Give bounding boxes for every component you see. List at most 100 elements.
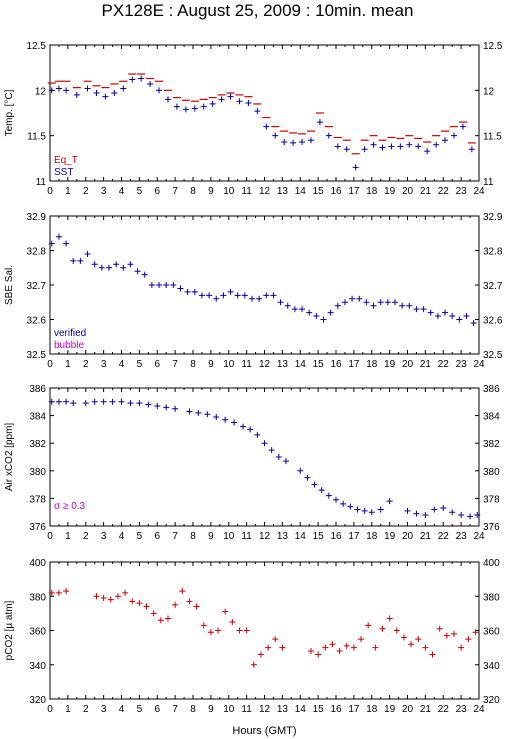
panel-4-frame — [49, 561, 480, 700]
y-axis-label: Temp. [°C] — [4, 89, 15, 136]
data-point — [334, 143, 341, 150]
data-point — [118, 398, 125, 405]
x-tick-label: 14 — [295, 531, 307, 542]
data-point — [450, 630, 457, 637]
data-point — [384, 299, 391, 306]
y-tick-label-right: 360 — [483, 627, 500, 638]
y-tick-label-right: 32.6 — [483, 316, 503, 327]
x-tick-label: 6 — [154, 359, 160, 370]
data-point — [243, 627, 250, 634]
x-tick-label: 23 — [456, 704, 468, 715]
data-point — [234, 292, 241, 299]
x-tick-label: 22 — [438, 531, 450, 542]
data-point — [93, 593, 100, 600]
data-point — [91, 261, 98, 268]
data-point — [84, 250, 91, 257]
data-point — [341, 299, 348, 306]
data-point — [156, 87, 163, 94]
x-tick-label: 7 — [172, 186, 178, 197]
x-tick-label: 16 — [330, 531, 342, 542]
legend-entry: verified — [54, 328, 86, 339]
x-tick-label: 4 — [119, 704, 125, 715]
x-tick-label: 20 — [402, 531, 414, 542]
y-tick-label-right: 32.9 — [483, 212, 503, 223]
y-tick-label-left: 32.7 — [27, 281, 47, 292]
data-point — [327, 309, 334, 316]
y-tick-label-right: 320 — [483, 695, 500, 706]
x-tick-label: 23 — [456, 186, 468, 197]
data-point — [156, 282, 163, 288]
x-tick-label: 17 — [348, 531, 360, 542]
data-point — [334, 302, 341, 309]
x-tick-label: 11 — [241, 531, 252, 542]
x-tick-label: 0 — [47, 704, 53, 715]
y-tick-label-right: 380 — [483, 467, 500, 478]
data-point — [268, 447, 275, 454]
data-point — [84, 85, 91, 92]
data-point — [424, 148, 431, 155]
y-tick-label-right: 32.8 — [483, 247, 503, 258]
data-point — [240, 423, 247, 430]
data-point — [129, 598, 136, 605]
data-point — [340, 500, 347, 507]
data-point — [275, 454, 282, 460]
data-point — [399, 302, 406, 309]
x-tick-label: 23 — [456, 359, 468, 370]
data-point — [277, 299, 284, 306]
data-point — [195, 409, 202, 416]
panel-1-frame — [49, 44, 480, 182]
data-point — [48, 589, 55, 596]
data-point — [386, 615, 393, 622]
x-tick-label: 22 — [438, 359, 450, 370]
data-point — [470, 319, 477, 326]
data-point — [307, 137, 314, 144]
data-point — [129, 76, 136, 83]
x-tick-label: 24 — [473, 704, 485, 715]
data-point — [443, 632, 450, 639]
data-point — [325, 132, 332, 139]
y-tick-label-left: 340 — [29, 661, 46, 672]
data-point — [415, 636, 422, 643]
data-point — [316, 119, 323, 126]
data-point — [191, 105, 198, 112]
data-point — [63, 87, 70, 94]
data-point — [272, 132, 279, 139]
x-tick-label: 10 — [223, 186, 235, 197]
data-point — [172, 601, 179, 608]
x-tick-label: 18 — [366, 186, 378, 197]
y-tick-label-left: 380 — [29, 592, 46, 603]
x-tick-label: 2 — [83, 704, 89, 715]
data-point — [349, 295, 356, 302]
y-tick-label-right: 378 — [483, 494, 500, 505]
data-point — [250, 661, 257, 668]
data-point — [320, 316, 327, 323]
data-point — [442, 309, 449, 316]
data-point — [370, 141, 377, 148]
x-tick-label: 14 — [295, 359, 307, 370]
y-tick-label-right: 376 — [483, 522, 500, 533]
data-point — [434, 313, 441, 320]
x-tick-label: 17 — [348, 186, 360, 197]
x-tick-label: 10 — [223, 531, 235, 542]
data-point — [213, 295, 220, 302]
x-tick-label: 15 — [313, 359, 325, 370]
data-point — [105, 264, 112, 271]
x-tick-label: 23 — [456, 531, 468, 542]
data-point — [206, 292, 213, 299]
data-point — [227, 288, 234, 295]
x-tick-label: 20 — [402, 186, 414, 197]
y-tick-label-left: 12.5 — [27, 41, 47, 52]
data-point — [329, 641, 336, 648]
x-tick-label: 18 — [366, 531, 378, 542]
x-tick-label: 19 — [384, 704, 396, 715]
x-tick-label: 1 — [65, 186, 71, 197]
x-tick-label: 21 — [420, 186, 432, 197]
y-tick-label-left: 384 — [29, 412, 46, 423]
x-tick-label: 9 — [208, 359, 214, 370]
data-point — [141, 271, 148, 278]
data-point — [63, 398, 70, 405]
data-point — [358, 636, 365, 643]
y-tick-label-left: 32.8 — [27, 247, 47, 258]
y-tick-label-right: 11.5 — [483, 132, 502, 143]
x-tick-label: 3 — [101, 359, 107, 370]
